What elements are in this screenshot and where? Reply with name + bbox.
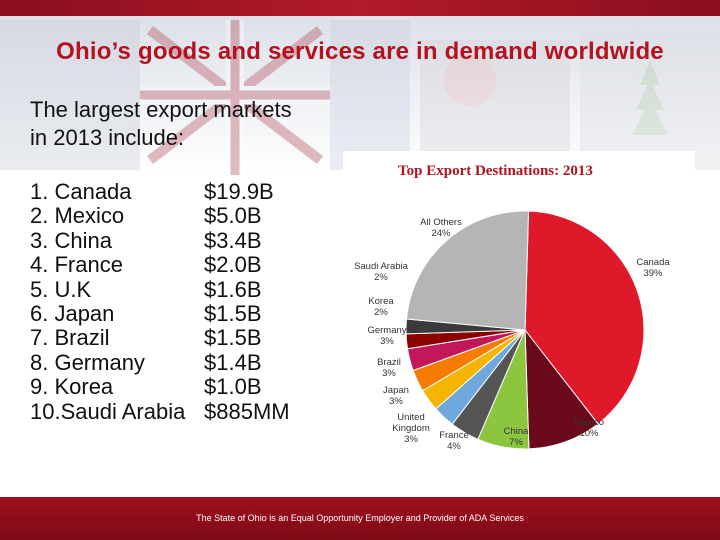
market-value: $2.0B [204, 252, 262, 278]
slice-name: All Others [420, 217, 462, 228]
slide-title: Ohio’s goods and services are in demand … [56, 38, 664, 65]
slice-label: All Others 24% [411, 217, 471, 239]
slice-label: China 7% [486, 426, 546, 448]
market-value: $885MM [204, 398, 290, 424]
slice-label: Saudi Arabia 2% [351, 261, 411, 283]
pie-chart [405, 210, 645, 450]
list-item: 3. China $3.4B [30, 227, 330, 253]
market-value: $19.9B [204, 179, 274, 204]
flags-background [0, 0, 720, 175]
slice-name: Korea [368, 296, 394, 307]
market-value: $1.6B [204, 276, 262, 302]
list-item: 7. Brazil $1.5B [30, 325, 330, 351]
intro-text: The largest export markets in 2013 inclu… [30, 96, 350, 152]
market-value: $1.5B [204, 300, 262, 326]
market-name: 8. Germany [30, 349, 145, 375]
slice-percent: 4% [447, 441, 461, 452]
market-value: $3.4B [204, 227, 262, 253]
footer-bar: The State of Ohio is an Equal Opportunit… [0, 497, 720, 540]
pie-slice-all-others [405, 210, 530, 331]
slice-name: Brazil [377, 357, 401, 368]
slice-percent: 7% [509, 437, 523, 448]
slice-percent: 2% [374, 307, 388, 318]
market-name: 1. Canada [30, 179, 132, 204]
slice-percent: 3% [380, 336, 394, 347]
market-name: 5. U.K [30, 276, 92, 302]
pie-slice-canada [524, 210, 645, 425]
slice-percent: 3% [382, 368, 396, 379]
slice-name: Kingdom [392, 423, 430, 434]
footer-text: The State of Ohio is an Equal Opportunit… [196, 513, 524, 523]
slice-percent: 2% [374, 272, 388, 283]
list-item: 4. France $2.0B [30, 252, 330, 278]
slice-name: Saudi Arabia [354, 261, 408, 272]
slice-label: France 4% [424, 430, 484, 452]
slice-label: Japan 3% [366, 385, 426, 407]
slice-label: Canada 39% [623, 257, 683, 279]
intro-line-2: in 2013 include: [30, 125, 185, 150]
slice-label: Brazil 3% [359, 357, 419, 379]
slice-label: Germany 3% [357, 325, 417, 347]
slice-percent: 3% [404, 434, 418, 445]
pie-slice-mexico [524, 328, 599, 450]
slice-name: China [503, 426, 529, 437]
slice-percent: 24% [431, 228, 451, 239]
slice-label: United Kingdom 3% [381, 412, 441, 445]
slice-name: France [439, 430, 469, 441]
flags-graphic [0, 20, 720, 175]
market-value: $1.4B [204, 349, 262, 375]
top-accent-strip [0, 0, 720, 16]
market-name: 7. Brazil [30, 325, 110, 351]
market-value: $5.0B [204, 203, 262, 229]
slice-name: Germany [367, 325, 407, 336]
market-name: 9. Korea [30, 374, 114, 400]
export-market-list: 1. Canada $19.9B 2. Mexico $5.0B 3. China $… [30, 179, 330, 424]
market-name: 4. France [30, 252, 123, 278]
market-name: 10.Saudi Arabia [30, 398, 186, 424]
market-name: 3. China [30, 227, 112, 253]
list-item: 5. U.K $1.6B [30, 276, 330, 302]
slice-percent: 3% [389, 396, 403, 407]
slice-name: Mexico [573, 417, 605, 428]
slice-label: Korea 2% [351, 296, 411, 318]
slice-percent: 39% [643, 268, 663, 279]
market-name: 6. Japan [30, 300, 115, 326]
market-name: 2. Mexico [30, 203, 125, 229]
slice-label: Mexico 10% [559, 417, 619, 439]
market-value: $1.5B [204, 325, 262, 351]
pie-chart-card: Top Export Destinations: 2013 Canada 39% M… [343, 151, 695, 464]
slice-percent: 10% [579, 428, 599, 439]
list-item: 10.Saudi Arabia $885MM [30, 398, 330, 424]
list-item: 9. Korea $1.0B [30, 374, 330, 400]
slice-name: Japan [383, 385, 409, 396]
list-item: 6. Japan $1.5B [30, 300, 330, 326]
slice-name: United [397, 412, 425, 423]
list-item: 8. Germany $1.4B [30, 349, 330, 375]
chart-title: Top Export Destinations: 2013 [398, 163, 593, 179]
list-item: 1. Canada $19.9B [30, 179, 330, 204]
list-item: 2. Mexico $5.0B [30, 203, 330, 229]
slice-name: Canada [636, 257, 670, 268]
intro-line-1: The largest export markets [30, 97, 292, 122]
market-value: $1.0B [204, 374, 262, 400]
